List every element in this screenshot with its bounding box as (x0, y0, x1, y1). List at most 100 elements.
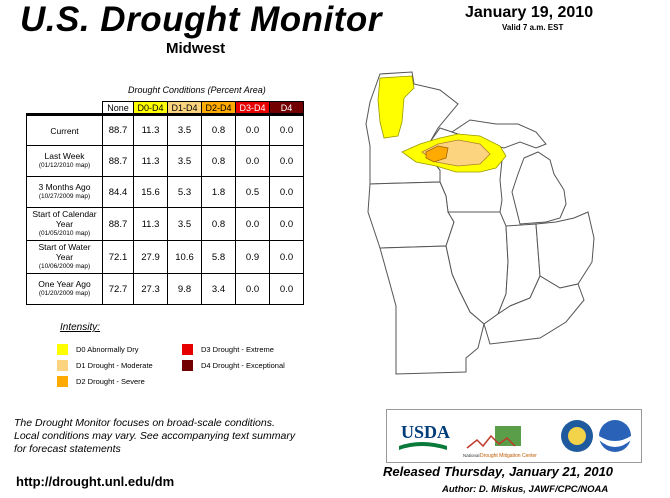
table-cell: 27.3 (133, 273, 168, 305)
legend-title: Intensity: (60, 322, 101, 333)
row-label-text: One Year Ago (38, 279, 91, 289)
row-label-date: (10/27/2009 map) (38, 193, 91, 200)
table-cell: 0.0 (269, 113, 304, 146)
table-row: 3 Months Ago (10/27/2009 map) 84.4 15.6 5… (26, 176, 304, 208)
table-cell: 0.8 (201, 207, 236, 241)
row-label-date: (01/20/2009 map) (38, 290, 91, 297)
legend-swatch-d0 (57, 344, 68, 355)
legend-swatch-d4 (182, 360, 193, 371)
table-cell: 9.8 (167, 273, 202, 305)
map-date: January 19, 2010 (465, 4, 594, 21)
legend-swatch-d3 (182, 344, 193, 355)
state-iowa (367, 181, 455, 249)
table-cell: 3.5 (167, 145, 202, 177)
table-cell: 88.7 (102, 145, 134, 177)
table-header-row: None D0-D4 D1-D4 D2-D4 D3-D4 D4 (26, 101, 304, 115)
legend-label-d2: D2 Drought - Severe (76, 377, 145, 386)
table-cell: 84.4 (102, 176, 134, 208)
row-label-text: Current (50, 125, 79, 136)
row-label: 3 Months Ago (10/27/2009 map) (26, 176, 103, 208)
table-cell: 0.0 (235, 207, 270, 241)
column-header-d4: D4 (269, 101, 304, 115)
table-cell: 0.5 (235, 176, 270, 208)
table-cell: 88.7 (102, 207, 134, 241)
row-label: Last Week (01/12/2010 map) (26, 145, 103, 177)
midwest-drought-map (365, 71, 595, 375)
valid-time: Valid 7 a.m. EST (502, 23, 564, 32)
table-row: Start of Calendar Year (01/05/2010 map) 8… (26, 207, 304, 241)
column-header-none: None (102, 101, 134, 115)
legend-swatch-d1 (57, 360, 68, 371)
table-cell: 3.5 (167, 207, 202, 241)
table-cell: 3.5 (167, 113, 202, 146)
region-label: Midwest (166, 40, 226, 57)
noaa-logo-icon (599, 420, 631, 452)
legend-item-d4: D4 Drought - Exceptional (182, 360, 285, 371)
state-michigan-lp (511, 151, 567, 225)
table-cell: 72.7 (102, 273, 134, 305)
ndmc-graph-icon (466, 434, 516, 449)
note-line: Local conditions may vary. See accompany… (14, 430, 296, 442)
table-cell: 0.0 (269, 176, 304, 208)
column-header-d0-d4: D0-D4 (133, 101, 168, 115)
table-row: Last Week (01/12/2010 map) 88.7 11.3 3.5 … (26, 145, 304, 177)
agency-logos: USDA National Drought Mitigation Center (386, 409, 642, 463)
state-ohio (535, 211, 595, 289)
row-label: Current (26, 113, 103, 146)
row-label: Start of Water Year (10/06/2009 map) (26, 240, 103, 274)
d0-abnormally-dry-region (377, 75, 415, 139)
doc-seal-center (568, 427, 586, 445)
legend-label-d0: D0 Abnormally Dry (76, 345, 139, 354)
column-header-d1-d4: D1-D4 (167, 101, 202, 115)
usda-logo: USDA (401, 422, 450, 442)
table-cell: 0.8 (201, 113, 236, 146)
table-row: Start of Water Year (10/06/2009 map) 72.1… (26, 240, 304, 274)
row-label: One Year Ago (01/20/2009 map) (26, 273, 103, 305)
table-cell: 3.4 (201, 273, 236, 305)
legend-label-d1: D1 Drought - Moderate (76, 361, 153, 370)
table-cell: 5.8 (201, 240, 236, 274)
row-label-text: Last Week (44, 151, 85, 161)
table-cell: 0.0 (269, 273, 304, 305)
table-cell: 11.3 (133, 145, 168, 177)
table-cell: 0.0 (235, 145, 270, 177)
table-cell: 72.1 (102, 240, 134, 274)
legend-swatch-d2 (57, 376, 68, 387)
table-cell: 5.3 (167, 176, 202, 208)
release-date: Released Thursday, January 21, 2010 (383, 464, 614, 479)
legend-label-d3: D3 Drought - Extreme (201, 345, 274, 354)
table-cell: 0.0 (269, 207, 304, 241)
table-corner (26, 101, 103, 115)
legend-label-d4: D4 Drought - Exceptional (201, 361, 285, 370)
state-kentucky (483, 275, 585, 345)
table-row: One Year Ago (01/20/2009 map) 72.7 27.3 9… (26, 273, 304, 305)
row-label-text: Start of Calendar Year (32, 209, 97, 229)
map-title: U.S. Drought Monitor (20, 0, 382, 39)
table-cell: 11.3 (133, 207, 168, 241)
table-cell: 27.9 (133, 240, 168, 274)
drought-conditions-table: None D0-D4 D1-D4 D2-D4 D3-D4 D4 Current … (26, 101, 304, 305)
table-cell: 15.6 (133, 176, 168, 208)
row-label-text: Start of Water Year (38, 242, 91, 262)
table-cell: 10.6 (167, 240, 202, 274)
table-cell: 0.0 (269, 240, 304, 274)
row-label-text: 3 Months Ago (38, 182, 91, 192)
table-cell: 0.9 (235, 240, 270, 274)
ndmc-trees-icon (495, 426, 521, 446)
ndmc-prefix: National (463, 453, 480, 458)
state-missouri (379, 245, 485, 375)
note-line: for forecast statements (14, 443, 121, 455)
row-label-date: (01/12/2010 map) (38, 162, 91, 169)
d2-severe-drought-region (425, 145, 449, 163)
disclaimer-note: The Drought Monitor focuses on broad-sca… (14, 417, 344, 456)
column-header-d2-d4: D2-D4 (201, 101, 236, 115)
note-line: The Drought Monitor focuses on broad-sca… (14, 417, 275, 429)
legend-item-d0: D0 Abnormally Dry (57, 344, 139, 355)
legend-item-d2: D2 Drought - Severe (57, 376, 145, 387)
table-cell: 0.0 (235, 113, 270, 146)
row-label: Start of Calendar Year (01/05/2010 map) (26, 207, 103, 241)
column-header-d3-d4: D3-D4 (235, 101, 270, 115)
table-cell: 88.7 (102, 113, 134, 146)
website-link[interactable]: http://drought.unl.edu/dm (16, 474, 175, 489)
table-cell: 0.0 (269, 145, 304, 177)
